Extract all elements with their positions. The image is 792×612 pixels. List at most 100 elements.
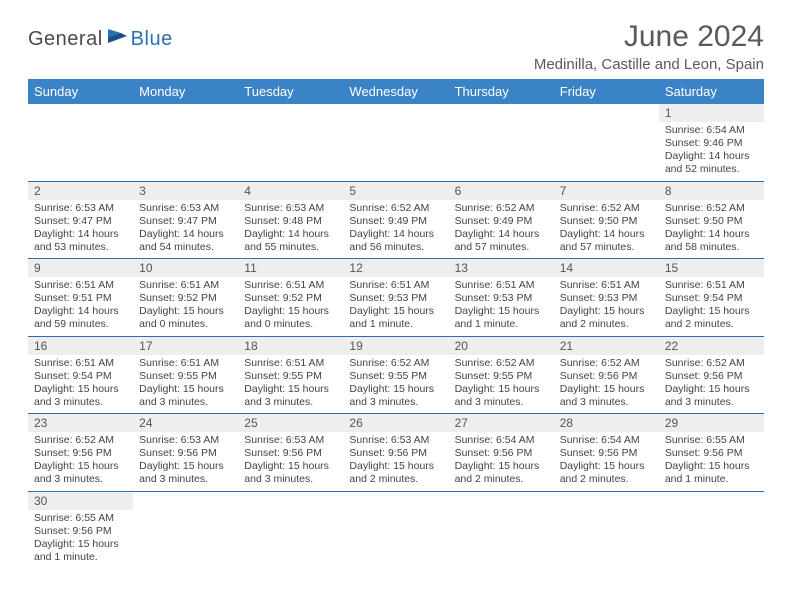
logo-text-2: Blue [131, 28, 173, 51]
day-details: Sunrise: 6:52 AMSunset: 9:56 PMDaylight:… [28, 432, 133, 491]
day-details: Sunrise: 6:52 AMSunset: 9:55 PMDaylight:… [343, 355, 448, 414]
calendar-cell: 23Sunrise: 6:52 AMSunset: 9:56 PMDayligh… [28, 414, 133, 492]
day-details: Sunrise: 6:52 AMSunset: 9:50 PMDaylight:… [554, 200, 659, 259]
weekday-header: Monday [133, 79, 238, 104]
calendar-row: 2Sunrise: 6:53 AMSunset: 9:47 PMDaylight… [28, 181, 764, 259]
calendar-row: 30Sunrise: 6:55 AMSunset: 9:56 PMDayligh… [28, 491, 764, 568]
day-details: Sunrise: 6:52 AMSunset: 9:49 PMDaylight:… [343, 200, 448, 259]
day-details: Sunrise: 6:52 AMSunset: 9:56 PMDaylight:… [554, 355, 659, 414]
weekday-header: Friday [554, 79, 659, 104]
calendar-cell [449, 104, 554, 181]
location-label: Medinilla, Castille and Leon, Spain [534, 56, 764, 73]
day-number: 24 [133, 414, 238, 432]
calendar-cell: 4Sunrise: 6:53 AMSunset: 9:48 PMDaylight… [238, 181, 343, 259]
weekday-header: Sunday [28, 79, 133, 104]
day-number: 18 [238, 337, 343, 355]
day-number: 5 [343, 182, 448, 200]
day-number: 6 [449, 182, 554, 200]
title-block: June 2024 Medinilla, Castille and Leon, … [534, 20, 764, 73]
day-details: Sunrise: 6:51 AMSunset: 9:55 PMDaylight:… [238, 355, 343, 414]
day-number: 2 [28, 182, 133, 200]
calendar-row: 16Sunrise: 6:51 AMSunset: 9:54 PMDayligh… [28, 336, 764, 414]
day-details: Sunrise: 6:55 AMSunset: 9:56 PMDaylight:… [659, 432, 764, 491]
weekday-header: Tuesday [238, 79, 343, 104]
logo-text-1: General [28, 28, 103, 51]
day-number: 25 [238, 414, 343, 432]
calendar-cell: 26Sunrise: 6:53 AMSunset: 9:56 PMDayligh… [343, 414, 448, 492]
day-number: 20 [449, 337, 554, 355]
calendar-cell: 10Sunrise: 6:51 AMSunset: 9:52 PMDayligh… [133, 259, 238, 337]
calendar-cell: 9Sunrise: 6:51 AMSunset: 9:51 PMDaylight… [28, 259, 133, 337]
day-details: Sunrise: 6:51 AMSunset: 9:54 PMDaylight:… [28, 355, 133, 414]
calendar-cell: 18Sunrise: 6:51 AMSunset: 9:55 PMDayligh… [238, 336, 343, 414]
day-details: Sunrise: 6:53 AMSunset: 9:47 PMDaylight:… [28, 200, 133, 259]
day-number: 27 [449, 414, 554, 432]
calendar-cell: 15Sunrise: 6:51 AMSunset: 9:54 PMDayligh… [659, 259, 764, 337]
day-number: 22 [659, 337, 764, 355]
calendar-cell [554, 491, 659, 568]
calendar-cell: 28Sunrise: 6:54 AMSunset: 9:56 PMDayligh… [554, 414, 659, 492]
calendar-cell: 13Sunrise: 6:51 AMSunset: 9:53 PMDayligh… [449, 259, 554, 337]
day-number: 28 [554, 414, 659, 432]
calendar-cell [449, 491, 554, 568]
day-number: 4 [238, 182, 343, 200]
calendar-row: 1Sunrise: 6:54 AMSunset: 9:46 PMDaylight… [28, 104, 764, 181]
calendar-cell [343, 104, 448, 181]
calendar-row: 9Sunrise: 6:51 AMSunset: 9:51 PMDaylight… [28, 259, 764, 337]
day-number: 12 [343, 259, 448, 277]
weekday-header: Wednesday [343, 79, 448, 104]
calendar-table: SundayMondayTuesdayWednesdayThursdayFrid… [28, 79, 764, 568]
day-details: Sunrise: 6:51 AMSunset: 9:54 PMDaylight:… [659, 277, 764, 336]
calendar-cell: 7Sunrise: 6:52 AMSunset: 9:50 PMDaylight… [554, 181, 659, 259]
day-details: Sunrise: 6:51 AMSunset: 9:52 PMDaylight:… [133, 277, 238, 336]
day-details: Sunrise: 6:52 AMSunset: 9:50 PMDaylight:… [659, 200, 764, 259]
day-details: Sunrise: 6:55 AMSunset: 9:56 PMDaylight:… [28, 510, 133, 569]
calendar-cell [133, 104, 238, 181]
calendar-cell: 3Sunrise: 6:53 AMSunset: 9:47 PMDaylight… [133, 181, 238, 259]
calendar-head: SundayMondayTuesdayWednesdayThursdayFrid… [28, 79, 764, 104]
day-details: Sunrise: 6:54 AMSunset: 9:46 PMDaylight:… [659, 122, 764, 181]
calendar-cell: 11Sunrise: 6:51 AMSunset: 9:52 PMDayligh… [238, 259, 343, 337]
calendar-cell: 27Sunrise: 6:54 AMSunset: 9:56 PMDayligh… [449, 414, 554, 492]
day-details: Sunrise: 6:51 AMSunset: 9:52 PMDaylight:… [238, 277, 343, 336]
calendar-cell: 12Sunrise: 6:51 AMSunset: 9:53 PMDayligh… [343, 259, 448, 337]
flag-icon [107, 28, 129, 51]
calendar-cell: 29Sunrise: 6:55 AMSunset: 9:56 PMDayligh… [659, 414, 764, 492]
day-details: Sunrise: 6:51 AMSunset: 9:53 PMDaylight:… [554, 277, 659, 336]
calendar-cell [238, 491, 343, 568]
calendar-cell: 24Sunrise: 6:53 AMSunset: 9:56 PMDayligh… [133, 414, 238, 492]
day-number: 1 [659, 104, 764, 122]
calendar-cell: 17Sunrise: 6:51 AMSunset: 9:55 PMDayligh… [133, 336, 238, 414]
day-details: Sunrise: 6:51 AMSunset: 9:55 PMDaylight:… [133, 355, 238, 414]
calendar-row: 23Sunrise: 6:52 AMSunset: 9:56 PMDayligh… [28, 414, 764, 492]
day-details: Sunrise: 6:53 AMSunset: 9:56 PMDaylight:… [133, 432, 238, 491]
calendar-cell: 14Sunrise: 6:51 AMSunset: 9:53 PMDayligh… [554, 259, 659, 337]
day-number: 3 [133, 182, 238, 200]
day-details: Sunrise: 6:53 AMSunset: 9:48 PMDaylight:… [238, 200, 343, 259]
day-number: 14 [554, 259, 659, 277]
calendar-cell [554, 104, 659, 181]
day-number: 13 [449, 259, 554, 277]
calendar-cell: 30Sunrise: 6:55 AMSunset: 9:56 PMDayligh… [28, 491, 133, 568]
calendar-cell [238, 104, 343, 181]
calendar-cell: 16Sunrise: 6:51 AMSunset: 9:54 PMDayligh… [28, 336, 133, 414]
day-number: 30 [28, 492, 133, 510]
day-number: 15 [659, 259, 764, 277]
calendar-cell: 8Sunrise: 6:52 AMSunset: 9:50 PMDaylight… [659, 181, 764, 259]
day-number: 10 [133, 259, 238, 277]
day-details: Sunrise: 6:52 AMSunset: 9:55 PMDaylight:… [449, 355, 554, 414]
header: General Blue June 2024 Medinilla, Castil… [28, 20, 764, 73]
day-number: 21 [554, 337, 659, 355]
calendar-cell: 5Sunrise: 6:52 AMSunset: 9:49 PMDaylight… [343, 181, 448, 259]
weekday-header: Saturday [659, 79, 764, 104]
day-number: 16 [28, 337, 133, 355]
day-details: Sunrise: 6:53 AMSunset: 9:56 PMDaylight:… [343, 432, 448, 491]
calendar-cell: 6Sunrise: 6:52 AMSunset: 9:49 PMDaylight… [449, 181, 554, 259]
day-details: Sunrise: 6:54 AMSunset: 9:56 PMDaylight:… [449, 432, 554, 491]
day-number: 8 [659, 182, 764, 200]
calendar-cell: 20Sunrise: 6:52 AMSunset: 9:55 PMDayligh… [449, 336, 554, 414]
day-details: Sunrise: 6:53 AMSunset: 9:56 PMDaylight:… [238, 432, 343, 491]
day-details: Sunrise: 6:51 AMSunset: 9:53 PMDaylight:… [449, 277, 554, 336]
calendar-cell [133, 491, 238, 568]
calendar-cell [343, 491, 448, 568]
